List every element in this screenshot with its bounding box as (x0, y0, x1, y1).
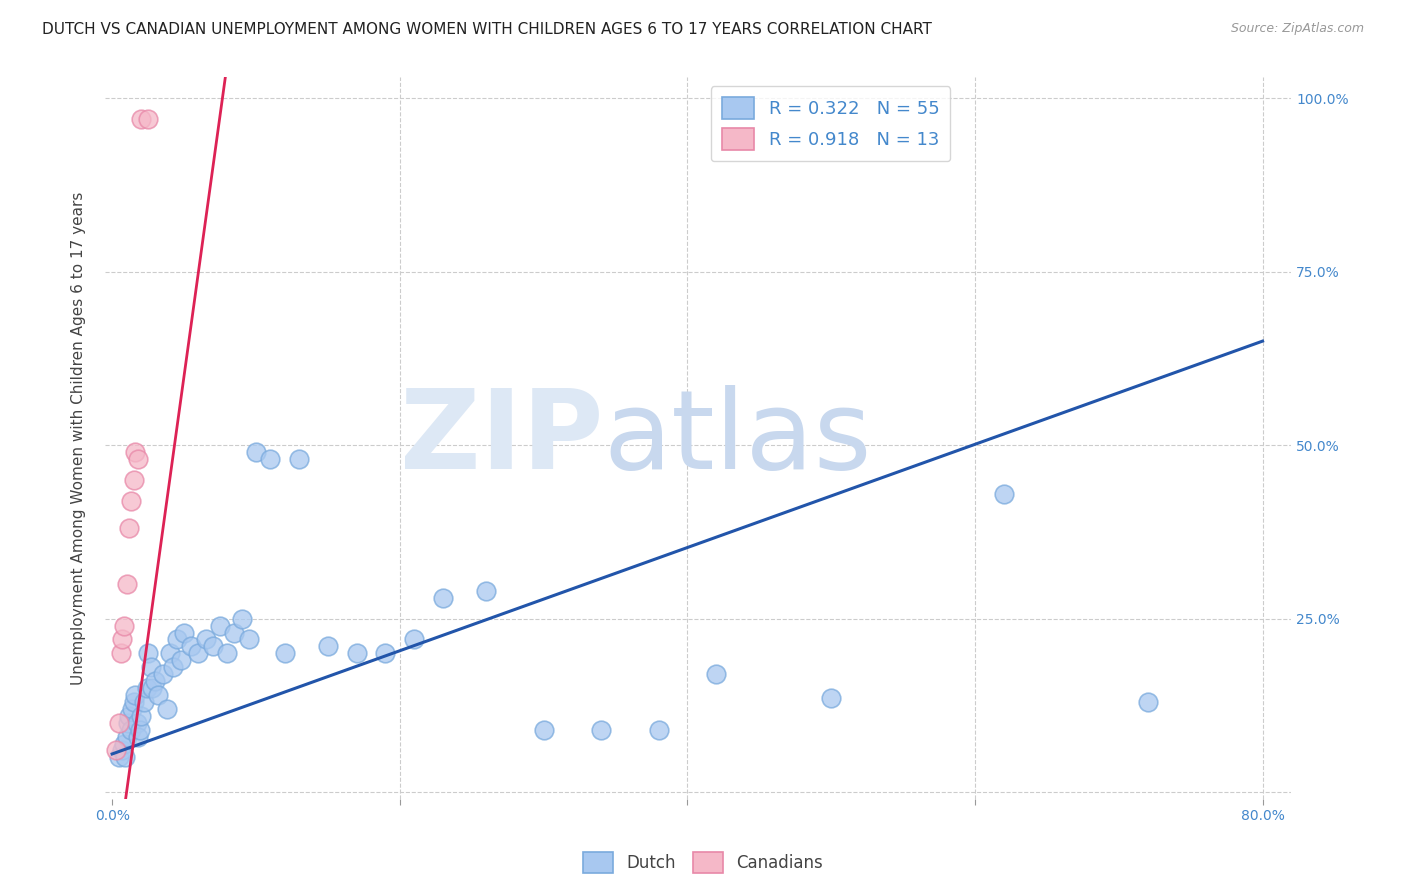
Point (136, 646, 159, 660)
Point (180, 640, 202, 654)
Point (217, 646, 239, 660)
Point (1136, 695, 1159, 709)
Point (170, 653, 193, 667)
Point (108, 715, 131, 730)
Point (129, 112, 152, 126)
Point (231, 612, 253, 626)
Point (112, 737, 135, 751)
Point (141, 681, 163, 695)
Point (114, 750, 136, 764)
Point (111, 743, 134, 757)
Point (173, 625, 195, 640)
Y-axis label: Unemployment Among Women with Children Ages 6 to 17 years: Unemployment Among Women with Children A… (72, 192, 86, 685)
Text: atlas: atlas (603, 384, 872, 491)
Point (274, 646, 297, 660)
Point (117, 715, 139, 730)
Point (208, 618, 231, 632)
Text: ZIP: ZIP (399, 384, 603, 491)
Point (125, 715, 148, 730)
Legend: R = 0.322   N = 55, R = 0.918   N = 13: R = 0.322 N = 55, R = 0.918 N = 13 (711, 87, 950, 161)
Point (704, 667, 727, 681)
Point (129, 708, 152, 723)
Point (288, 452, 311, 467)
Point (238, 632, 260, 647)
Text: DUTCH VS CANADIAN UNEMPLOYMENT AMONG WOMEN WITH CHILDREN AGES 6 TO 17 YEARS CORR: DUTCH VS CANADIAN UNEMPLOYMENT AMONG WOM… (42, 22, 932, 37)
Point (316, 640, 339, 654)
Point (108, 750, 131, 764)
Point (143, 674, 166, 689)
Point (647, 723, 669, 737)
Point (533, 723, 555, 737)
Point (111, 632, 134, 647)
Point (346, 646, 368, 660)
Point (122, 473, 145, 487)
Point (121, 702, 143, 716)
Point (127, 452, 149, 467)
Point (591, 723, 613, 737)
Point (259, 452, 281, 467)
Point (245, 445, 267, 459)
Point (118, 521, 141, 535)
Point (122, 695, 145, 709)
Point (110, 646, 132, 660)
Point (128, 723, 150, 737)
Point (374, 646, 396, 660)
Point (152, 667, 174, 681)
Point (120, 723, 142, 737)
Text: Source: ZipAtlas.com: Source: ZipAtlas.com (1230, 22, 1364, 36)
Point (201, 640, 224, 654)
Legend: Dutch, Canadians: Dutch, Canadians (576, 846, 830, 880)
Point (475, 583, 498, 598)
Point (156, 702, 179, 716)
Point (194, 632, 217, 647)
Point (166, 632, 188, 647)
Point (820, 691, 842, 706)
Point (162, 660, 184, 674)
Point (127, 730, 149, 744)
Point (112, 618, 135, 632)
Point (115, 730, 138, 744)
Point (120, 493, 142, 508)
Point (124, 688, 146, 702)
Point (148, 688, 170, 702)
Point (132, 695, 155, 709)
Point (432, 591, 454, 605)
Point (404, 632, 426, 647)
Point (139, 660, 162, 674)
Point (115, 577, 138, 591)
Point (124, 445, 146, 459)
Point (224, 625, 246, 640)
Point (159, 646, 181, 660)
Point (187, 646, 209, 660)
Point (993, 487, 1015, 501)
Point (105, 743, 128, 757)
Point (135, 681, 157, 695)
Point (136, 112, 159, 126)
Point (118, 708, 141, 723)
